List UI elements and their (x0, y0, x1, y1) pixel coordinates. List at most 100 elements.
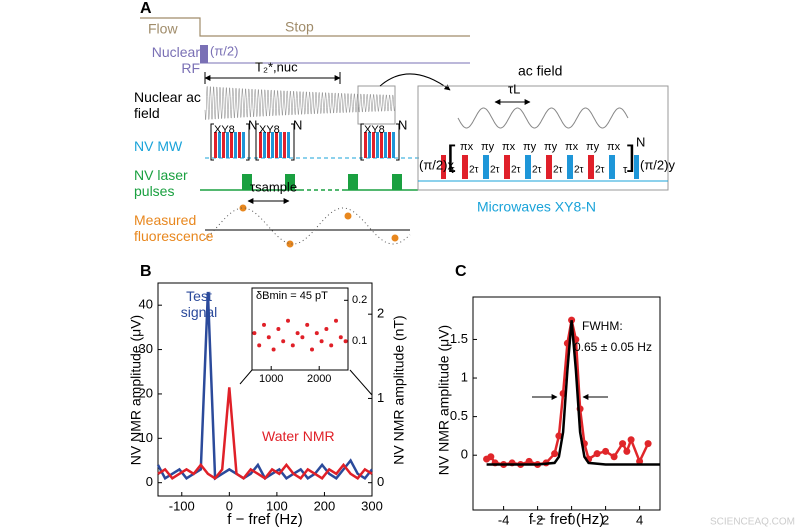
mw-pulse (238, 132, 241, 158)
marker (555, 432, 563, 440)
mw-pulse (380, 132, 383, 158)
y-tick-label: 40 (139, 297, 153, 312)
x-tick-label: -2 (532, 512, 544, 527)
marker (525, 457, 533, 465)
point (252, 331, 257, 336)
laser-pulse (242, 174, 252, 190)
tau-l-label: τL (508, 81, 520, 96)
x-tick-label: 1000 (259, 373, 283, 385)
mw-pulse (263, 132, 266, 158)
y-tick-label: 0.5 (450, 408, 468, 423)
panel-label: A (140, 0, 152, 17)
point (319, 339, 324, 344)
series-label: Water NMR (262, 428, 335, 444)
x-axis-label: f − fref (Hz) (529, 511, 604, 528)
mw-pulse (234, 132, 237, 158)
marker (487, 453, 495, 461)
two-tau-label: 2τ (574, 165, 584, 176)
fluor-dot (344, 212, 352, 220)
mw-pulse (226, 132, 229, 158)
pulse-label: πy (523, 141, 537, 153)
x-tick-label: -4 (498, 512, 510, 527)
y2-tick-label: 2 (377, 306, 384, 321)
seq-pulse (525, 155, 531, 179)
ac-label: Nuclear ac field (134, 89, 201, 121)
y-tick-label: 0.2 (352, 294, 367, 306)
panel-label: C (455, 263, 467, 280)
point (290, 343, 295, 348)
watermark: SCIENCEAQ.COM (710, 517, 795, 528)
marker (644, 440, 652, 448)
pulse-label: (π/2)y (640, 157, 675, 172)
point (262, 322, 266, 327)
xy8-label: XY8 (364, 124, 385, 136)
pulse-label: πx (502, 141, 516, 153)
x-tick-label: 4 (636, 512, 643, 527)
point (310, 347, 314, 352)
point (266, 335, 271, 340)
seq-pulse (588, 155, 594, 179)
n-label: N (398, 117, 407, 132)
laser-pulse (392, 174, 402, 190)
bracket (360, 123, 400, 161)
acfield-box (417, 85, 669, 191)
pulse-label: πx (607, 141, 621, 153)
laser-pulse (348, 174, 358, 190)
xy8-label: XY8 (259, 124, 280, 136)
point (305, 322, 310, 327)
x-tick-label: 0 (226, 498, 233, 513)
plot-frame (472, 296, 661, 511)
marker (551, 450, 559, 458)
fluor-dot (391, 234, 399, 242)
annotation: 0.65 ± 0.05 Hz (574, 340, 652, 354)
pulse (441, 155, 446, 179)
acfield-label: ac field (518, 63, 562, 79)
laser-pulse (285, 174, 295, 190)
seq-pulse (462, 155, 468, 179)
ac-waveform (204, 86, 396, 120)
marker (610, 453, 618, 461)
x-tick-label: 0 (568, 512, 575, 527)
y-tick-label: 0 (461, 447, 468, 462)
pulse-label: (π/2)x (419, 157, 454, 172)
tau-sample-label: τsample (250, 179, 297, 194)
annotation: FWHM: (582, 319, 623, 333)
seq-pulse (546, 155, 552, 179)
two-tau-label: 2τ (511, 165, 521, 176)
point (286, 318, 290, 323)
zoom-arrow (379, 73, 451, 91)
rf-pulse (200, 45, 208, 63)
series-label: Test signal (180, 288, 218, 320)
marker (619, 440, 627, 448)
y2-tick-label: 1 (377, 390, 384, 405)
mw-label: NV MW (134, 138, 183, 154)
point (257, 343, 262, 348)
two-tau-label: 2τ (490, 165, 500, 176)
plot-frame (157, 282, 373, 497)
point (343, 339, 348, 344)
x-tick-label: 100 (266, 498, 288, 513)
two-tau-label: 2τ (532, 165, 542, 176)
bracket (210, 123, 250, 161)
y2-tick-label: 0 (377, 474, 384, 489)
mw-pulse (218, 132, 221, 158)
point (271, 347, 276, 352)
series-line (157, 387, 373, 480)
y-tick-label: 1 (461, 369, 468, 384)
xy8-label: XY8 (214, 124, 235, 136)
zoom-line (239, 369, 253, 385)
two-tau-label: 2τ (469, 165, 479, 176)
point (324, 327, 329, 331)
two-tau-label: 2τ (553, 165, 563, 176)
pulse-label: πy (544, 141, 558, 153)
y-tick-label: 0.1 (352, 335, 367, 347)
point (338, 335, 343, 340)
bracket: ] (627, 140, 635, 173)
x-tick-label: -100 (169, 498, 195, 513)
y-tick-label: 10 (139, 430, 153, 445)
fluor-label: Measured fluorescence (134, 212, 214, 244)
mw-pulse (376, 132, 379, 158)
marker (636, 457, 644, 465)
pulse-label: πy (586, 141, 600, 153)
